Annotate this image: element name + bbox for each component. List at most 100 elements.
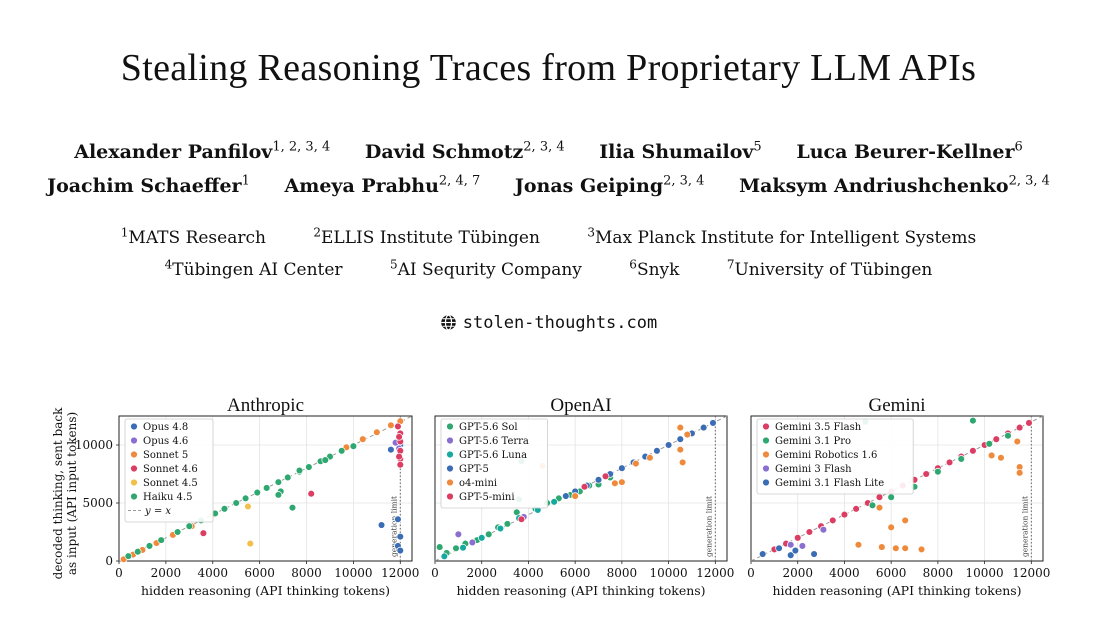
data-point-gemini-3-5-flash: [829, 516, 837, 525]
data-point-gpt-5-6-luna: [477, 534, 486, 542]
affiliation: 1MATS Research: [120, 225, 266, 248]
author-row-2: Joachim Schaeffer1 Ameya Prabhu2, 4, 7 J…: [0, 174, 1097, 197]
legend-label: GPT-5.6 Luna: [459, 450, 527, 461]
legend-marker: [130, 450, 138, 459]
legend-label: Sonnet 5: [143, 450, 188, 461]
legend-box: [124, 418, 214, 523]
data-point-sonnet-4-6: [395, 433, 403, 441]
data-point-haiku-4-5: [253, 488, 262, 497]
data-point-gemini-3-1-pro: [985, 440, 994, 448]
data-point-gpt-5: [664, 441, 673, 449]
data-point-haiku-4-5: [134, 547, 142, 556]
x-tick-label: 12000: [381, 566, 419, 580]
legend-marker: [446, 450, 454, 459]
data-point-gemini-3-flash: [819, 525, 828, 534]
affiliation: 5AI Sequrity Company: [389, 257, 582, 280]
data-point-gpt-5-6-sol: [484, 530, 493, 539]
legend-label: Gemini 3.1 Pro: [775, 436, 851, 447]
data-point-opus-4-8: [394, 515, 402, 523]
chart-panel-anthropic: generation limit 0 2000 4000 6000 8000 10000 12…: [51, 395, 419, 598]
data-point-o4-mini: [632, 459, 640, 468]
website-link[interactable]: stolen-thoughts.com: [0, 313, 1097, 333]
legend-label: y = x: [144, 506, 171, 517]
legend-label: GPT-5-mini: [459, 492, 515, 503]
data-point-gpt-5-6-sol: [503, 520, 512, 528]
x-tick-label: 2000: [151, 566, 182, 580]
data-point-gpt-5-6-sol: [435, 543, 444, 551]
website-url: stolen-thoughts.com: [462, 313, 658, 333]
legend-marker: [762, 450, 770, 459]
data-point-gemini-robotics-1-6: [878, 543, 886, 551]
legend-label: Gemini 3.5 Flash: [775, 422, 862, 433]
data-point-sonnet-4-5: [246, 539, 255, 548]
data-point-opus-4-8: [396, 546, 405, 555]
legend-marker: [446, 492, 454, 501]
x-tick-label: 4000: [513, 566, 544, 580]
legend-label: Gemini Robotics 1.6: [775, 450, 877, 461]
x-tick-label: 0: [115, 566, 123, 580]
x-tick-label: 4000: [197, 566, 228, 580]
affiliation: 7University of Tübingen: [726, 257, 933, 280]
x-tick-label: 10000: [966, 566, 1004, 580]
data-point-haiku-4-5: [284, 473, 292, 482]
data-point-gpt-5: [709, 419, 717, 427]
legend-marker: [762, 478, 770, 487]
legend-marker: [762, 422, 770, 431]
x-tick-label: 10000: [650, 566, 688, 580]
data-point-gemini-3-5-flash: [793, 534, 802, 542]
data-point-gemini-robotics-1-6: [875, 503, 884, 512]
x-tick-label: 12000: [696, 566, 734, 580]
legend-label: Opus 4.6: [143, 436, 188, 447]
legend-marker: [130, 436, 138, 445]
x-tick-label: 0: [431, 566, 439, 580]
data-point-gpt-5-6-luna: [550, 498, 558, 506]
x-tick-label: 8000: [607, 566, 638, 580]
chart-title: Anthropic: [227, 395, 304, 416]
data-point-gemini-robotics-1-6: [854, 541, 863, 549]
data-point-haiku-4-5: [232, 499, 240, 507]
x-tick-label: 6000: [876, 566, 907, 580]
data-point-gemini-3-1-flash-lite: [786, 551, 795, 559]
data-point-gpt-5: [676, 435, 685, 443]
data-point-haiku-4-5: [262, 484, 271, 492]
data-point-gemini-3-1-flash-lite: [775, 544, 783, 552]
data-point-haiku-4-5: [337, 447, 346, 455]
data-point-o4-mini: [676, 445, 685, 454]
paper-title: Stealing Reasoning Traces from Proprieta…: [120, 47, 977, 89]
data-point-gemini-robotics-1-6: [987, 451, 996, 460]
data-point-sonnet-4-5: [244, 502, 252, 511]
legend-label: Gemini 3.1 Flash Lite: [775, 478, 884, 489]
data-point-gemini-3-1-pro: [957, 455, 965, 463]
legend-label: Sonnet 4.6: [143, 464, 198, 475]
data-point-gemini-robotics-1-6: [901, 516, 909, 525]
affiliation: 4Tübingen AI Center: [164, 257, 343, 280]
data-point-gpt-5-6-terra: [468, 538, 477, 547]
affiliation: 2ELLIS Institute Tübingen: [313, 225, 540, 248]
data-point-gpt-5-6-luna: [496, 524, 505, 533]
data-point-gemini-3-1-flash-lite: [810, 550, 818, 558]
legend-label: GPT-5: [459, 464, 489, 475]
data-point-haiku-4-5: [321, 456, 330, 464]
data-point-sonnet-4-6: [394, 422, 402, 431]
data-point-o4-mini: [683, 430, 692, 439]
x-tick-label: 10000: [334, 566, 372, 580]
chart-panel-openai: generation limit 0 2000 4000 6000 8000 10000 12…: [431, 395, 734, 598]
legend-label: GPT-5.6 Sol: [459, 422, 518, 433]
data-point-gpt-5: [699, 423, 708, 432]
x-tick-label: 2000: [782, 566, 813, 580]
axes-frame: [118, 415, 413, 562]
data-point-gpt-5-mini: [517, 515, 526, 523]
x-tick-label: 4000: [829, 566, 860, 580]
legend-marker: [130, 464, 138, 473]
data-point-haiku-4-5: [305, 463, 313, 471]
legend-label: Gemini 3 Flash: [775, 464, 852, 475]
generation-limit-label: generation limit: [389, 496, 398, 557]
chart-title: OpenAI: [550, 395, 611, 416]
data-point-gemini-3-flash: [786, 541, 795, 549]
legend-marker: [762, 464, 770, 473]
data-point-o4-mini: [678, 458, 687, 467]
x-axis-label: hidden reasoning (API thinking tokens): [772, 583, 1021, 598]
author: Alexander Panfilov1, 2, 3, 4: [74, 140, 331, 164]
y-tick-label: 5000: [82, 496, 113, 510]
